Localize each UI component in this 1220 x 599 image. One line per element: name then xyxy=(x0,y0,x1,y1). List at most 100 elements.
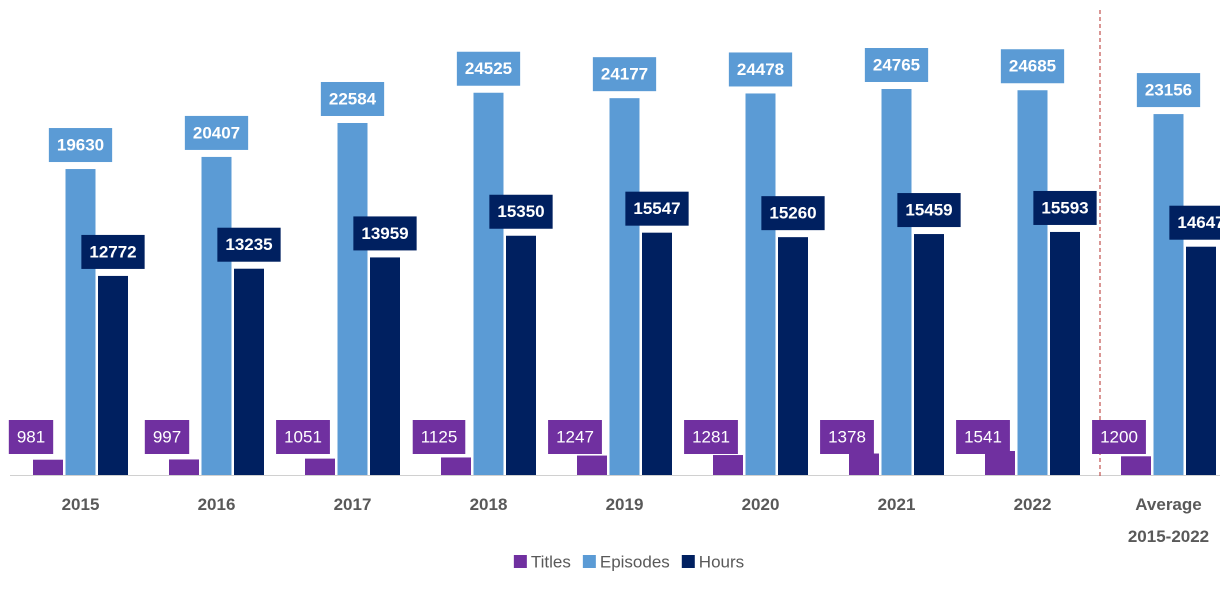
data-label: 24478 xyxy=(737,60,784,79)
bar xyxy=(1050,231,1080,475)
data-label: 1051 xyxy=(284,427,322,446)
bar xyxy=(577,455,607,475)
bar xyxy=(745,93,776,475)
bar xyxy=(1153,114,1184,475)
data-label-box xyxy=(217,227,281,262)
data-label-box xyxy=(761,196,825,231)
bar xyxy=(881,89,912,475)
data-label-box xyxy=(897,193,961,228)
x-tick-label-line: 2020 xyxy=(742,495,780,514)
data-label: 1247 xyxy=(556,427,594,446)
data-label: 22584 xyxy=(329,89,377,108)
data-label-box xyxy=(684,420,738,454)
data-label-box xyxy=(48,128,113,163)
bar xyxy=(98,275,128,475)
bar xyxy=(441,457,471,475)
bar xyxy=(201,156,232,475)
data-label: 997 xyxy=(153,427,181,446)
legend-swatch xyxy=(513,555,527,568)
data-label-box xyxy=(320,81,385,116)
bar xyxy=(33,459,63,475)
data-label: 14647 xyxy=(1177,213,1220,232)
x-tick-label-line: 2018 xyxy=(470,495,508,514)
x-tick-label: Average 2015-2022 xyxy=(1128,495,1209,546)
bar xyxy=(234,268,264,475)
x-tick-label: 2022 xyxy=(1014,495,1052,514)
x-tick-label-line: 2015-2022 xyxy=(1128,527,1209,546)
data-label-box xyxy=(353,216,417,251)
data-label-box xyxy=(456,51,521,86)
legend-label: Episodes xyxy=(600,552,670,571)
data-label-box xyxy=(956,420,1010,454)
data-label-box xyxy=(81,234,145,269)
data-label-box xyxy=(625,191,689,226)
data-label-box xyxy=(728,52,793,87)
bar xyxy=(914,234,944,475)
data-label: 1281 xyxy=(692,427,730,446)
data-label: 15260 xyxy=(769,204,816,223)
data-label: 20407 xyxy=(193,123,240,142)
data-label-box xyxy=(489,194,553,229)
bar xyxy=(305,458,335,475)
bar xyxy=(609,98,640,476)
bar xyxy=(65,169,96,475)
x-tick-label-line: 2019 xyxy=(606,495,644,514)
x-tick-label-line: 2015 xyxy=(62,495,100,514)
data-label: 24765 xyxy=(873,55,920,74)
x-tick-label-line: 2022 xyxy=(1014,495,1052,514)
x-tick-label: 2015 xyxy=(62,495,100,514)
bar xyxy=(169,459,199,475)
data-label: 13959 xyxy=(361,224,408,243)
data-label: 1125 xyxy=(421,427,458,446)
data-label: 13235 xyxy=(225,235,272,254)
x-tick-label: 2020 xyxy=(742,495,780,514)
data-label-box xyxy=(1092,420,1146,454)
data-label: 24177 xyxy=(601,65,648,84)
bar xyxy=(849,453,879,475)
bar xyxy=(473,92,504,476)
data-label: 15547 xyxy=(633,199,680,218)
data-label: 24525 xyxy=(465,59,512,78)
bar xyxy=(778,237,808,475)
x-tick-label-line: 2021 xyxy=(878,495,916,514)
data-label-box xyxy=(276,420,330,454)
data-label: 24685 xyxy=(1009,57,1056,76)
data-label-box xyxy=(412,420,466,454)
bar xyxy=(506,235,536,475)
x-tick-label: 2019 xyxy=(606,495,644,514)
data-label: 981 xyxy=(17,427,45,446)
data-label: 1541 xyxy=(964,427,1002,446)
legend-swatch xyxy=(582,555,596,568)
legend: Titles Episodes Hours xyxy=(513,552,744,571)
x-tick-label-line: 2016 xyxy=(198,495,236,514)
legend-swatch xyxy=(681,555,695,568)
x-tick-label: 2018 xyxy=(470,495,508,514)
data-label: 15350 xyxy=(497,202,544,221)
data-label-box xyxy=(184,115,249,150)
bar xyxy=(713,455,743,475)
bar xyxy=(1017,90,1048,475)
data-label: 23156 xyxy=(1145,81,1192,100)
bar xyxy=(370,257,400,475)
data-label: 1378 xyxy=(828,427,866,446)
data-label-box xyxy=(592,57,657,92)
bar xyxy=(337,122,368,475)
x-tick-label: 2017 xyxy=(334,495,372,514)
data-label-box xyxy=(1000,49,1065,84)
data-label: 15593 xyxy=(1041,198,1088,217)
data-label-box xyxy=(8,420,54,454)
legend-label: Hours xyxy=(699,552,744,571)
bar xyxy=(985,450,1015,475)
x-tick-label: 2016 xyxy=(198,495,236,514)
data-label-box xyxy=(1033,190,1097,225)
data-label: 19630 xyxy=(57,136,104,155)
data-label: 15459 xyxy=(905,201,952,220)
x-tick-label-line: Average xyxy=(1135,495,1201,514)
x-tick-label: 2021 xyxy=(878,495,916,514)
data-label-box xyxy=(1136,73,1201,108)
data-label: 1200 xyxy=(1100,427,1138,446)
x-tick-label-line: 2017 xyxy=(334,495,372,514)
data-label-box xyxy=(548,420,602,454)
legend-label: Titles xyxy=(531,552,571,571)
